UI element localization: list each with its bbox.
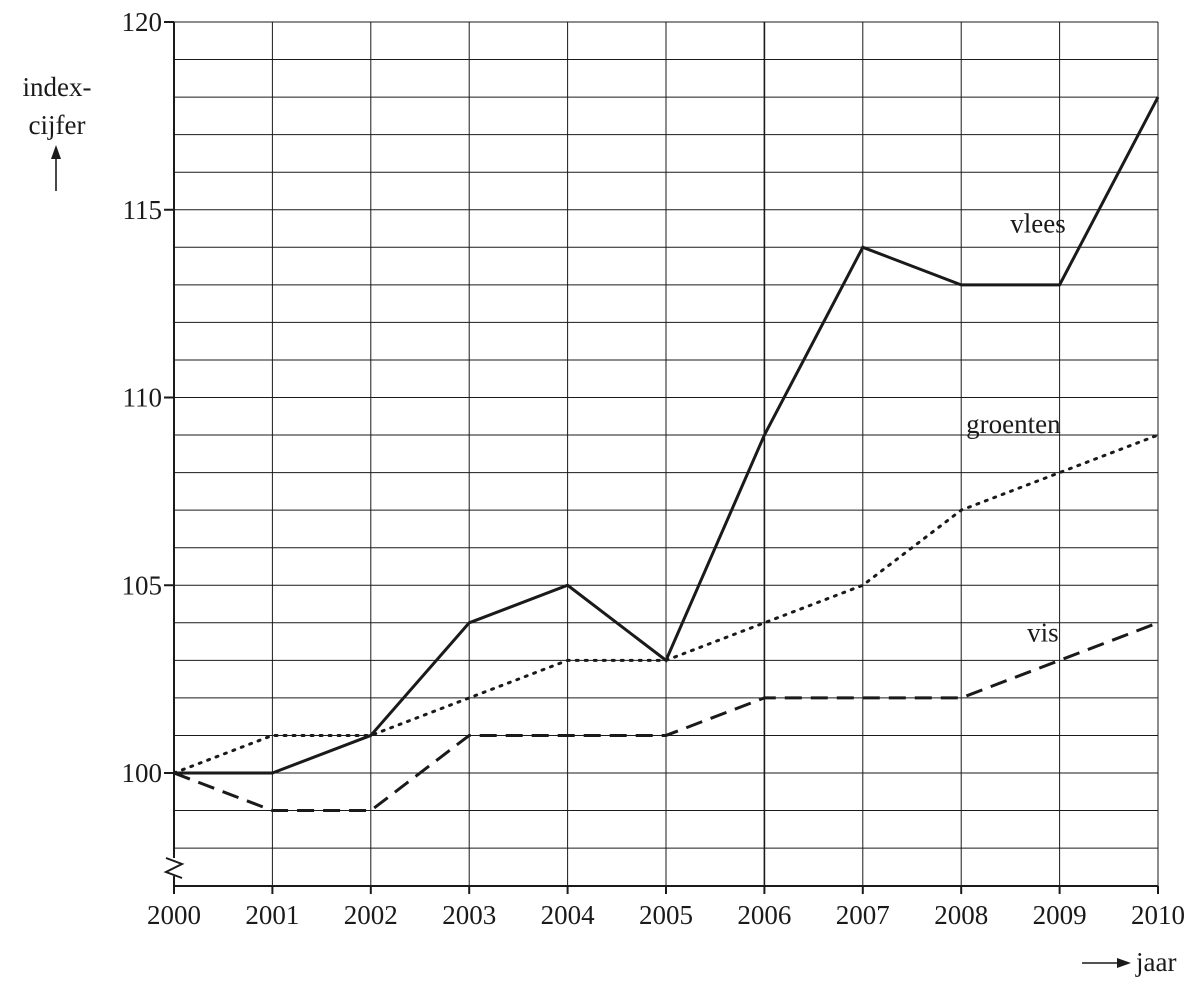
- x-tick-label: 2005: [639, 900, 693, 930]
- axis-break-icon: [163, 857, 185, 879]
- x-tick-label: 2007: [836, 900, 890, 930]
- x-tick-label: 2004: [541, 900, 596, 930]
- x-tick-label: 2008: [934, 900, 988, 930]
- x-tick-label: 2003: [442, 900, 496, 930]
- series-label-vis: vis: [1027, 618, 1059, 648]
- series-lines: [172, 96, 1160, 813]
- series-line-vis: [173, 621, 1159, 813]
- x-tick-label: 2002: [344, 900, 398, 930]
- series-label-groenten: groenten: [966, 409, 1061, 439]
- grid: [174, 21, 1159, 887]
- labels: 100 105 110 115 120 2000 2001 2002 2003 2004 2005 2…: [23, 7, 1185, 977]
- x-axis-label: jaar: [1135, 947, 1176, 977]
- y-tick-label: 110: [123, 383, 163, 413]
- series-line-groenten: [172, 433, 1160, 775]
- x-tick-label: 2010: [1131, 900, 1185, 930]
- y-axis-arrowhead-icon: [51, 145, 61, 159]
- y-tick-label: 100: [122, 758, 163, 788]
- x-tick-label: 2009: [1033, 900, 1087, 930]
- y-axis-label: index-: [23, 72, 92, 102]
- y-tick-label: 115: [123, 195, 163, 225]
- y-tick-label: 120: [122, 7, 163, 37]
- x-tick-label: 2006: [737, 900, 791, 930]
- y-axis-label: cijfer: [29, 110, 86, 140]
- x-tick-label: 2000: [147, 900, 201, 930]
- y-tick-label: 105: [122, 570, 163, 600]
- axes: [163, 21, 1159, 894]
- x-tick-label: 2001: [245, 900, 299, 930]
- series-label-vlees: vlees: [1010, 208, 1065, 238]
- x-axis-arrowhead-icon: [1117, 958, 1131, 968]
